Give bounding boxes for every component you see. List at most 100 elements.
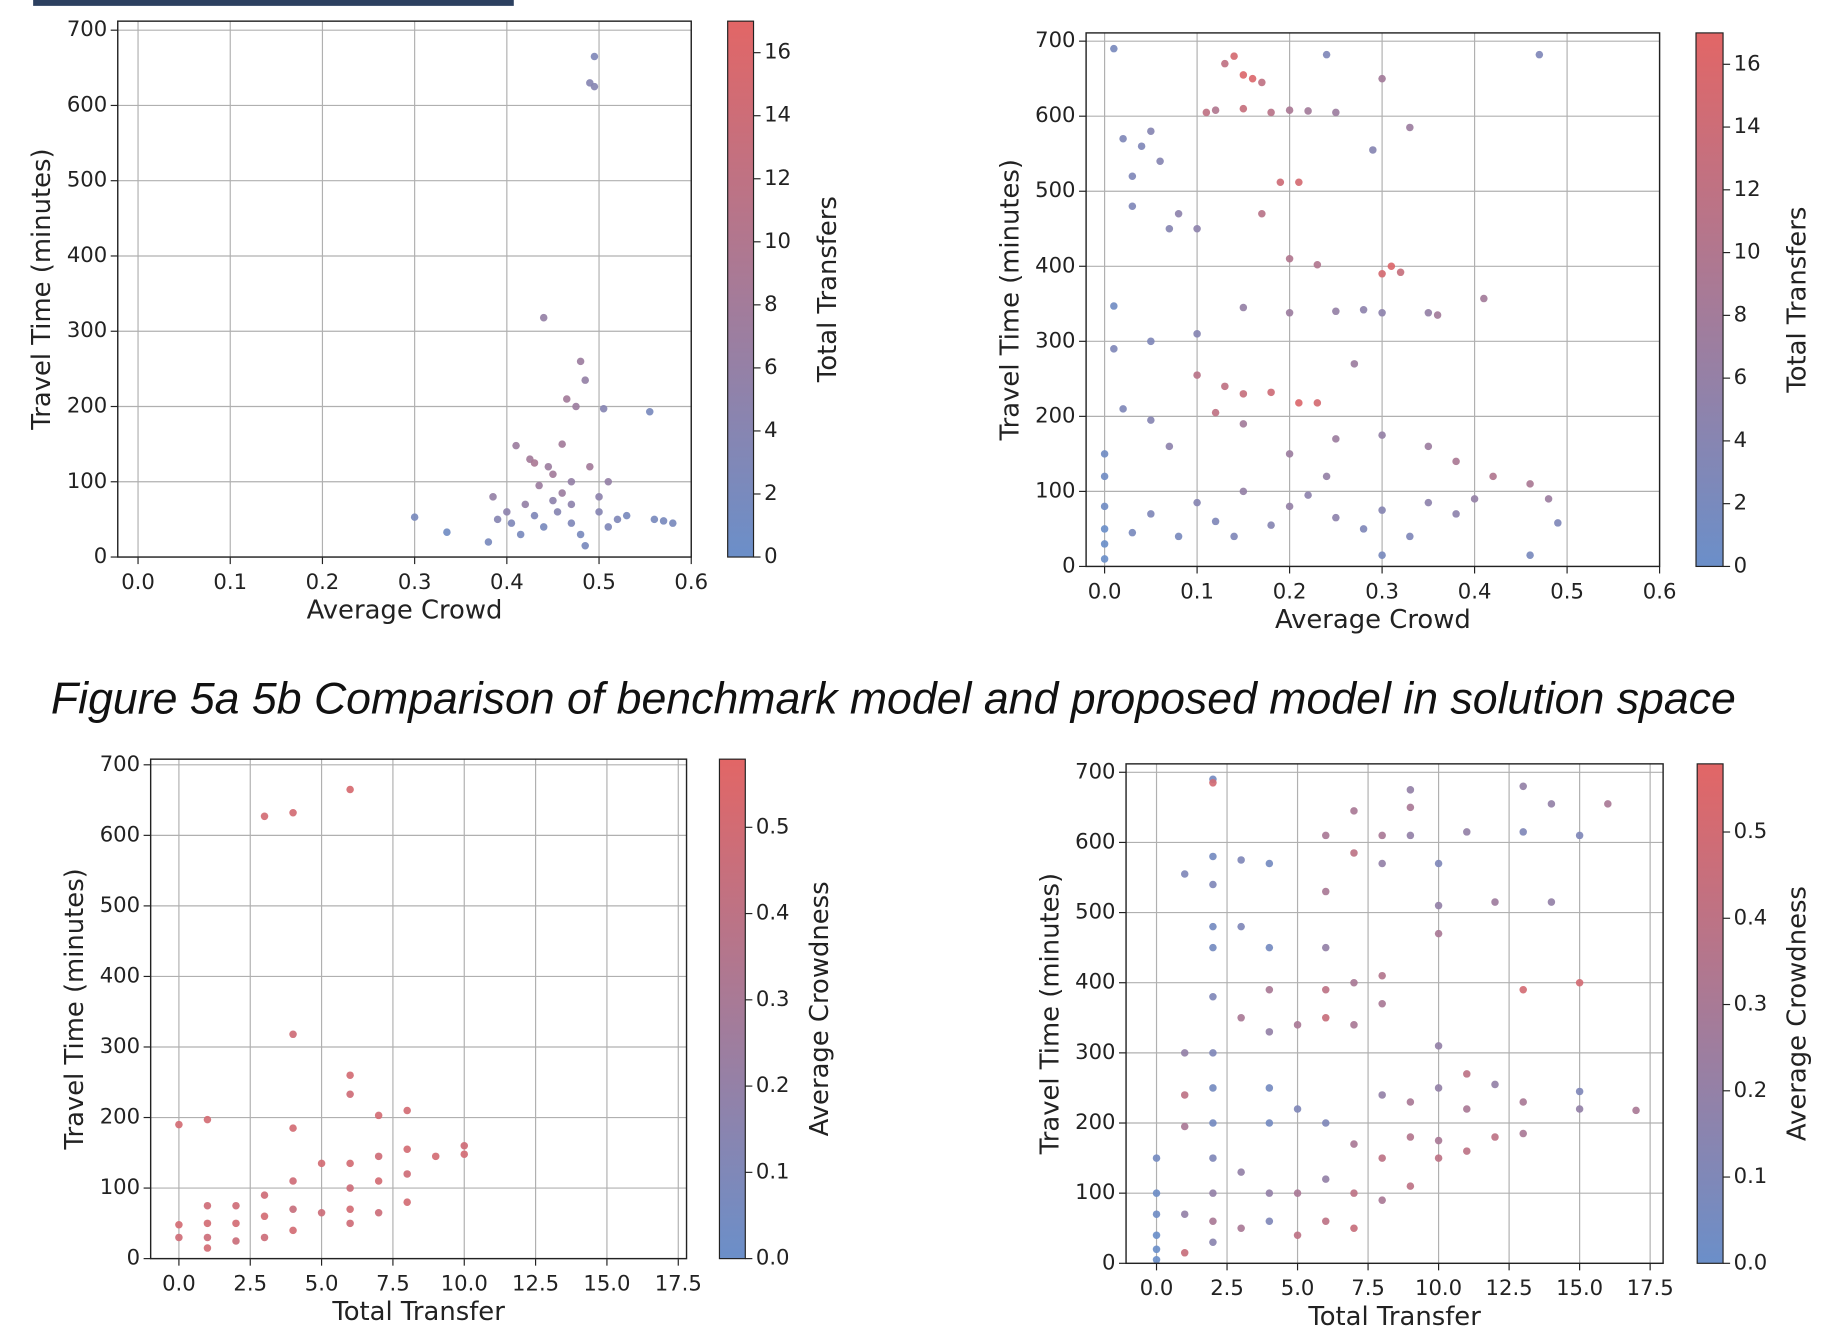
point	[1209, 943, 1217, 952]
x-tick-label: 5.0	[1281, 1275, 1315, 1300]
point	[1554, 519, 1562, 527]
point	[1209, 1119, 1217, 1127]
chart: 0.0 0.1 0.2 0.3 0.4 0.5 0.60100200300400500600…	[995, 27, 1812, 635]
point	[530, 511, 539, 520]
y-tick-label: 400	[100, 962, 140, 987]
point	[1526, 480, 1534, 488]
point	[403, 1106, 411, 1115]
point	[1239, 420, 1248, 428]
y-tick-label: 600	[1035, 102, 1075, 127]
x-axis-label: Average Crowd	[307, 596, 503, 626]
plot-area	[1086, 32, 1660, 567]
point	[374, 1177, 383, 1185]
y-tick-label: 200	[100, 1104, 140, 1129]
x-tick-label: 0.3	[398, 569, 432, 594]
point	[1452, 510, 1460, 518]
point	[516, 530, 525, 539]
point	[1535, 50, 1544, 59]
x-tick-label: 10.0	[441, 1270, 488, 1295]
point	[1110, 302, 1118, 310]
point	[1350, 1189, 1358, 1197]
point	[1632, 1106, 1640, 1115]
point	[1378, 431, 1386, 439]
point	[1147, 416, 1155, 424]
point	[581, 376, 589, 384]
point	[1285, 502, 1294, 511]
point	[521, 500, 530, 509]
point	[1359, 525, 1368, 533]
point	[1480, 294, 1488, 303]
point	[1406, 532, 1414, 541]
point	[1575, 831, 1584, 840]
point	[1147, 510, 1155, 518]
colorbar	[718, 758, 746, 1260]
point	[289, 1030, 297, 1039]
point	[1322, 50, 1331, 59]
point	[1265, 859, 1274, 868]
colorbar-tick-label: 6	[764, 354, 777, 379]
point	[1193, 330, 1201, 338]
point	[1152, 1154, 1161, 1162]
point	[503, 508, 511, 516]
point	[567, 500, 576, 509]
point	[1350, 1224, 1358, 1233]
point	[1322, 472, 1331, 481]
point	[1604, 800, 1612, 808]
colorbar-tick-label: 12	[1734, 176, 1761, 201]
point	[1147, 127, 1155, 135]
point	[1519, 985, 1527, 994]
x-tick-label: 0.5	[1550, 578, 1584, 603]
point	[1267, 388, 1275, 397]
point	[374, 1111, 383, 1120]
point	[1237, 1168, 1245, 1176]
point	[1100, 525, 1109, 533]
point	[659, 517, 668, 525]
point	[563, 395, 571, 403]
x-tick-label: 12.5	[1486, 1275, 1533, 1300]
point	[1221, 382, 1229, 391]
plot-frame	[117, 20, 692, 558]
y-tick-label: 500	[1035, 177, 1075, 202]
colorbar-tick-label: 10	[1734, 239, 1761, 264]
point	[346, 1159, 354, 1168]
chart: 0.0 0.1 0.2 0.3 0.4 0.5 0.60100200300400500600…	[27, 16, 843, 625]
y-tick-label: 600	[100, 821, 140, 846]
x-tick-label: 5.0	[305, 1270, 339, 1295]
x-tick-label: 0.1	[1180, 578, 1214, 603]
point	[595, 493, 603, 501]
plot-frame	[149, 758, 688, 1260]
x-axis-label: Average Crowd	[1275, 605, 1471, 635]
point	[567, 519, 576, 527]
point	[1180, 1210, 1189, 1218]
point	[1369, 146, 1377, 154]
point	[1378, 1091, 1386, 1099]
point	[317, 1159, 326, 1168]
x-tick-label: 0.3	[1365, 578, 1399, 603]
point	[175, 1233, 183, 1242]
point	[1406, 831, 1415, 840]
point	[1491, 898, 1499, 906]
y-tick-label: 300	[1035, 327, 1075, 352]
point	[443, 528, 451, 536]
point	[260, 1191, 269, 1199]
point	[512, 441, 520, 450]
colorbar-tick-label: 16	[764, 39, 791, 64]
colorbar-label: Average Crowdness	[1783, 886, 1813, 1141]
point	[493, 515, 502, 524]
point	[1293, 1105, 1302, 1113]
point	[1519, 828, 1527, 836]
point	[1239, 390, 1248, 398]
x-tick-label: 0.2	[306, 569, 340, 594]
point	[613, 515, 622, 524]
point	[1180, 1122, 1189, 1131]
point	[1100, 540, 1109, 548]
point	[539, 313, 548, 322]
colorbar	[727, 20, 755, 558]
point	[1239, 71, 1248, 79]
point	[1239, 303, 1248, 312]
y-tick-label: 300	[67, 317, 107, 342]
colorbar-tick-label: 2	[1734, 490, 1747, 515]
point	[289, 1177, 297, 1185]
point	[1100, 472, 1109, 481]
